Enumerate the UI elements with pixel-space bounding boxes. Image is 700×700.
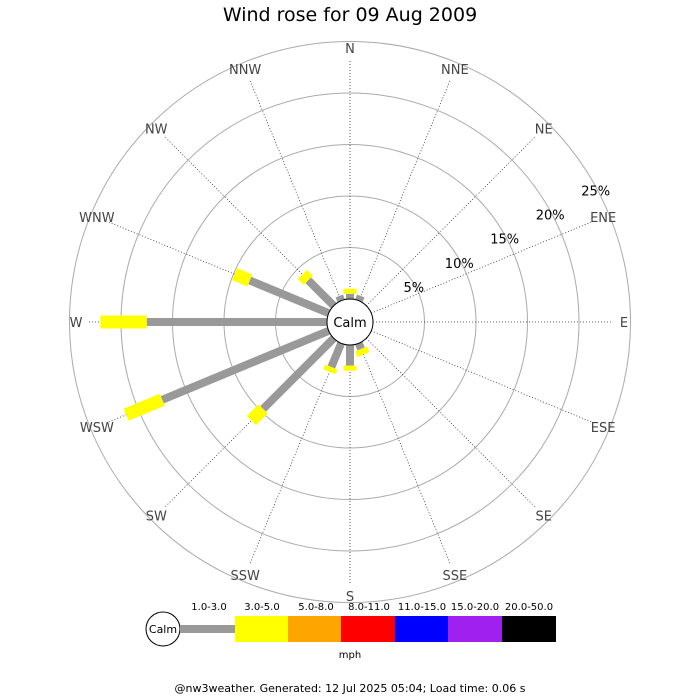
direction-label-nw: NW	[145, 122, 168, 137]
direction-label-e: E	[620, 316, 628, 331]
direction-label-s: S	[346, 590, 354, 605]
ring-label-10pct: 10%	[445, 257, 474, 272]
direction-label-ssw: SSW	[230, 569, 260, 584]
spoke-ne	[365, 136, 536, 307]
spoke-nnw	[249, 79, 342, 301]
legend-label-5.0-8.0: 5.0-8.0	[298, 602, 333, 613]
bar-nnw-1.0-3.0	[335, 294, 345, 303]
footer-text: @nw3weather. Generated: 12 Jul 2025 05:0…	[174, 682, 526, 695]
bar-wnw-1.0-3.0	[248, 276, 331, 317]
calm-label: Calm	[333, 316, 366, 331]
legend-label-11.0-15.0: 11.0-15.0	[398, 602, 446, 613]
ring-label-25pct: 25%	[581, 184, 610, 199]
spoke-sse	[358, 343, 451, 565]
legend-swatch-3.0-5.0	[235, 616, 289, 642]
spoke-nne	[358, 79, 451, 301]
legend-label-3.0-5.0: 3.0-5.0	[244, 602, 279, 613]
bar-sw-1.0-3.0	[260, 335, 337, 412]
legend-swatch-20.0-50.0	[502, 616, 556, 642]
direction-label-ne: NE	[535, 122, 553, 137]
chart-title: Wind rose for 09 Aug 2009	[222, 4, 478, 26]
bar-wnw-3.0-5.0	[232, 268, 253, 287]
direction-label-wnw: WNW	[79, 211, 115, 226]
direction-label-w: W	[70, 316, 83, 331]
legend-label-1.0-3.0: 1.0-3.0	[191, 602, 226, 613]
direction-label-sse: SSE	[442, 569, 467, 584]
legend-swatch-5.0-8.0	[288, 616, 342, 642]
bar-ssw-3.0-5.0	[323, 364, 338, 375]
spoke-ene	[371, 221, 593, 314]
bar-sw-3.0-5.0	[246, 404, 268, 426]
bar-nw-1.0-3.0	[305, 277, 337, 309]
spoke-ssw	[249, 343, 342, 565]
bar-nw-3.0-5.0	[297, 269, 313, 285]
ring-label-15pct: 15%	[490, 233, 519, 248]
spoke-ese	[371, 330, 593, 423]
legend-label-15.0-20.0: 15.0-20.0	[451, 602, 499, 613]
direction-label-nne: NNE	[441, 63, 469, 78]
direction-label-wsw: WSW	[80, 421, 114, 436]
legend-units: mph	[339, 650, 361, 661]
direction-label-se: SE	[536, 510, 552, 525]
legend-label-8.0-11.0: 8.0-11.0	[348, 602, 390, 613]
legend-calm-label: Calm	[149, 623, 177, 636]
direction-label-sw: SW	[146, 510, 167, 525]
legend-swatch-8.0-11.0	[341, 616, 395, 642]
direction-label-nnw: NNW	[229, 63, 261, 78]
ring-4	[69, 41, 631, 603]
bar-nne-1.0-3.0	[355, 294, 365, 303]
bar-sse-3.0-5.0	[355, 346, 370, 358]
ring-label-20pct: 20%	[536, 208, 565, 223]
direction-label-n: N	[345, 42, 355, 57]
bar-wsw-3.0-5.0	[123, 393, 165, 421]
bar-ssw-1.0-3.0	[327, 341, 345, 369]
bar-wsw-1.0-3.0	[160, 327, 331, 404]
bar-sse-1.0-3.0	[355, 341, 365, 351]
legend-swatch-15.0-20.0	[448, 616, 502, 642]
spoke-se	[365, 337, 536, 508]
calm-circle	[326, 298, 374, 346]
legend-label-20.0-50.0: 20.0-50.0	[505, 602, 553, 613]
legend-swatch-11.0-15.0	[395, 616, 449, 642]
ring-label-5pct: 5%	[403, 281, 424, 296]
direction-label-ene: ENE	[590, 211, 616, 226]
direction-label-ese: ESE	[591, 421, 616, 436]
